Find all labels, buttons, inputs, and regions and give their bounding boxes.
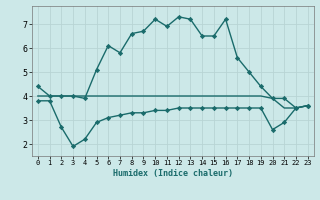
- X-axis label: Humidex (Indice chaleur): Humidex (Indice chaleur): [113, 169, 233, 178]
